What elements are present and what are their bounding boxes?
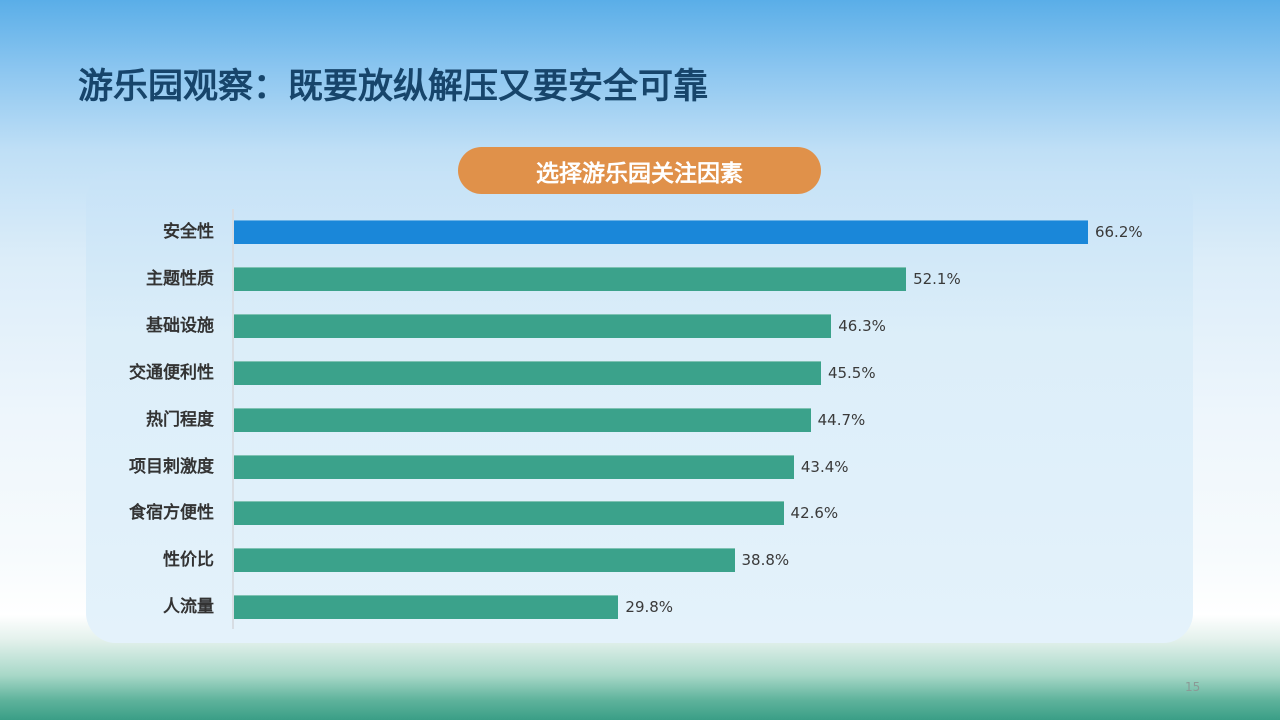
value-label: 44.7%	[817, 410, 866, 429]
bar	[234, 454, 794, 479]
bar	[234, 407, 811, 432]
value-label: 29.8%	[625, 598, 674, 617]
category-label: 安全性	[163, 222, 214, 242]
bar-row: 性价比 38.8%	[0, 548, 1280, 573]
bar-row: 热门程度 44.7%	[0, 407, 1280, 432]
category-label: 热门程度	[146, 409, 214, 430]
bar-row: 交通便利性 45.5%	[0, 360, 1280, 385]
category-label: 项目刺激度	[129, 456, 214, 477]
bar	[234, 313, 832, 338]
value-label: 38.8%	[741, 551, 790, 570]
chart-y-axis	[232, 209, 234, 629]
chart-title-pill: 选择游乐园关注因素	[458, 147, 821, 194]
value-label: 66.2%	[1094, 223, 1143, 241]
bar-row: 人流量 29.8%	[0, 595, 1280, 620]
category-label: 人流量	[163, 597, 214, 618]
value-label: 43.4%	[800, 457, 849, 476]
slide-title: 游乐园观察：既要放纵解压又要安全可靠	[78, 67, 709, 107]
value-label: 52.1%	[913, 269, 961, 288]
page-number: 15	[1185, 680, 1201, 694]
value-label: 45.5%	[827, 363, 876, 382]
category-label: 食宿方便性	[129, 503, 214, 524]
value-label: 42.6%	[790, 504, 839, 523]
bar	[234, 220, 1088, 244]
bar-row: 项目刺激度 43.4%	[0, 454, 1280, 479]
category-label: 交通便利性	[129, 362, 214, 383]
bar	[234, 501, 784, 526]
bar-row: 基础设施 46.3%	[0, 313, 1280, 338]
bar	[234, 266, 907, 291]
bar-row: 主题性质 52.1%	[0, 266, 1280, 291]
value-label: 46.3%	[838, 316, 886, 335]
category-label: 主题性质	[146, 268, 214, 289]
bar-row: 安全性 66.2%	[0, 220, 1280, 244]
category-label: 性价比	[163, 550, 214, 571]
bar-row: 食宿方便性 42.6%	[0, 501, 1280, 526]
bar	[234, 548, 735, 573]
bar	[234, 360, 821, 385]
category-label: 基础设施	[146, 315, 214, 336]
bar	[234, 595, 619, 620]
